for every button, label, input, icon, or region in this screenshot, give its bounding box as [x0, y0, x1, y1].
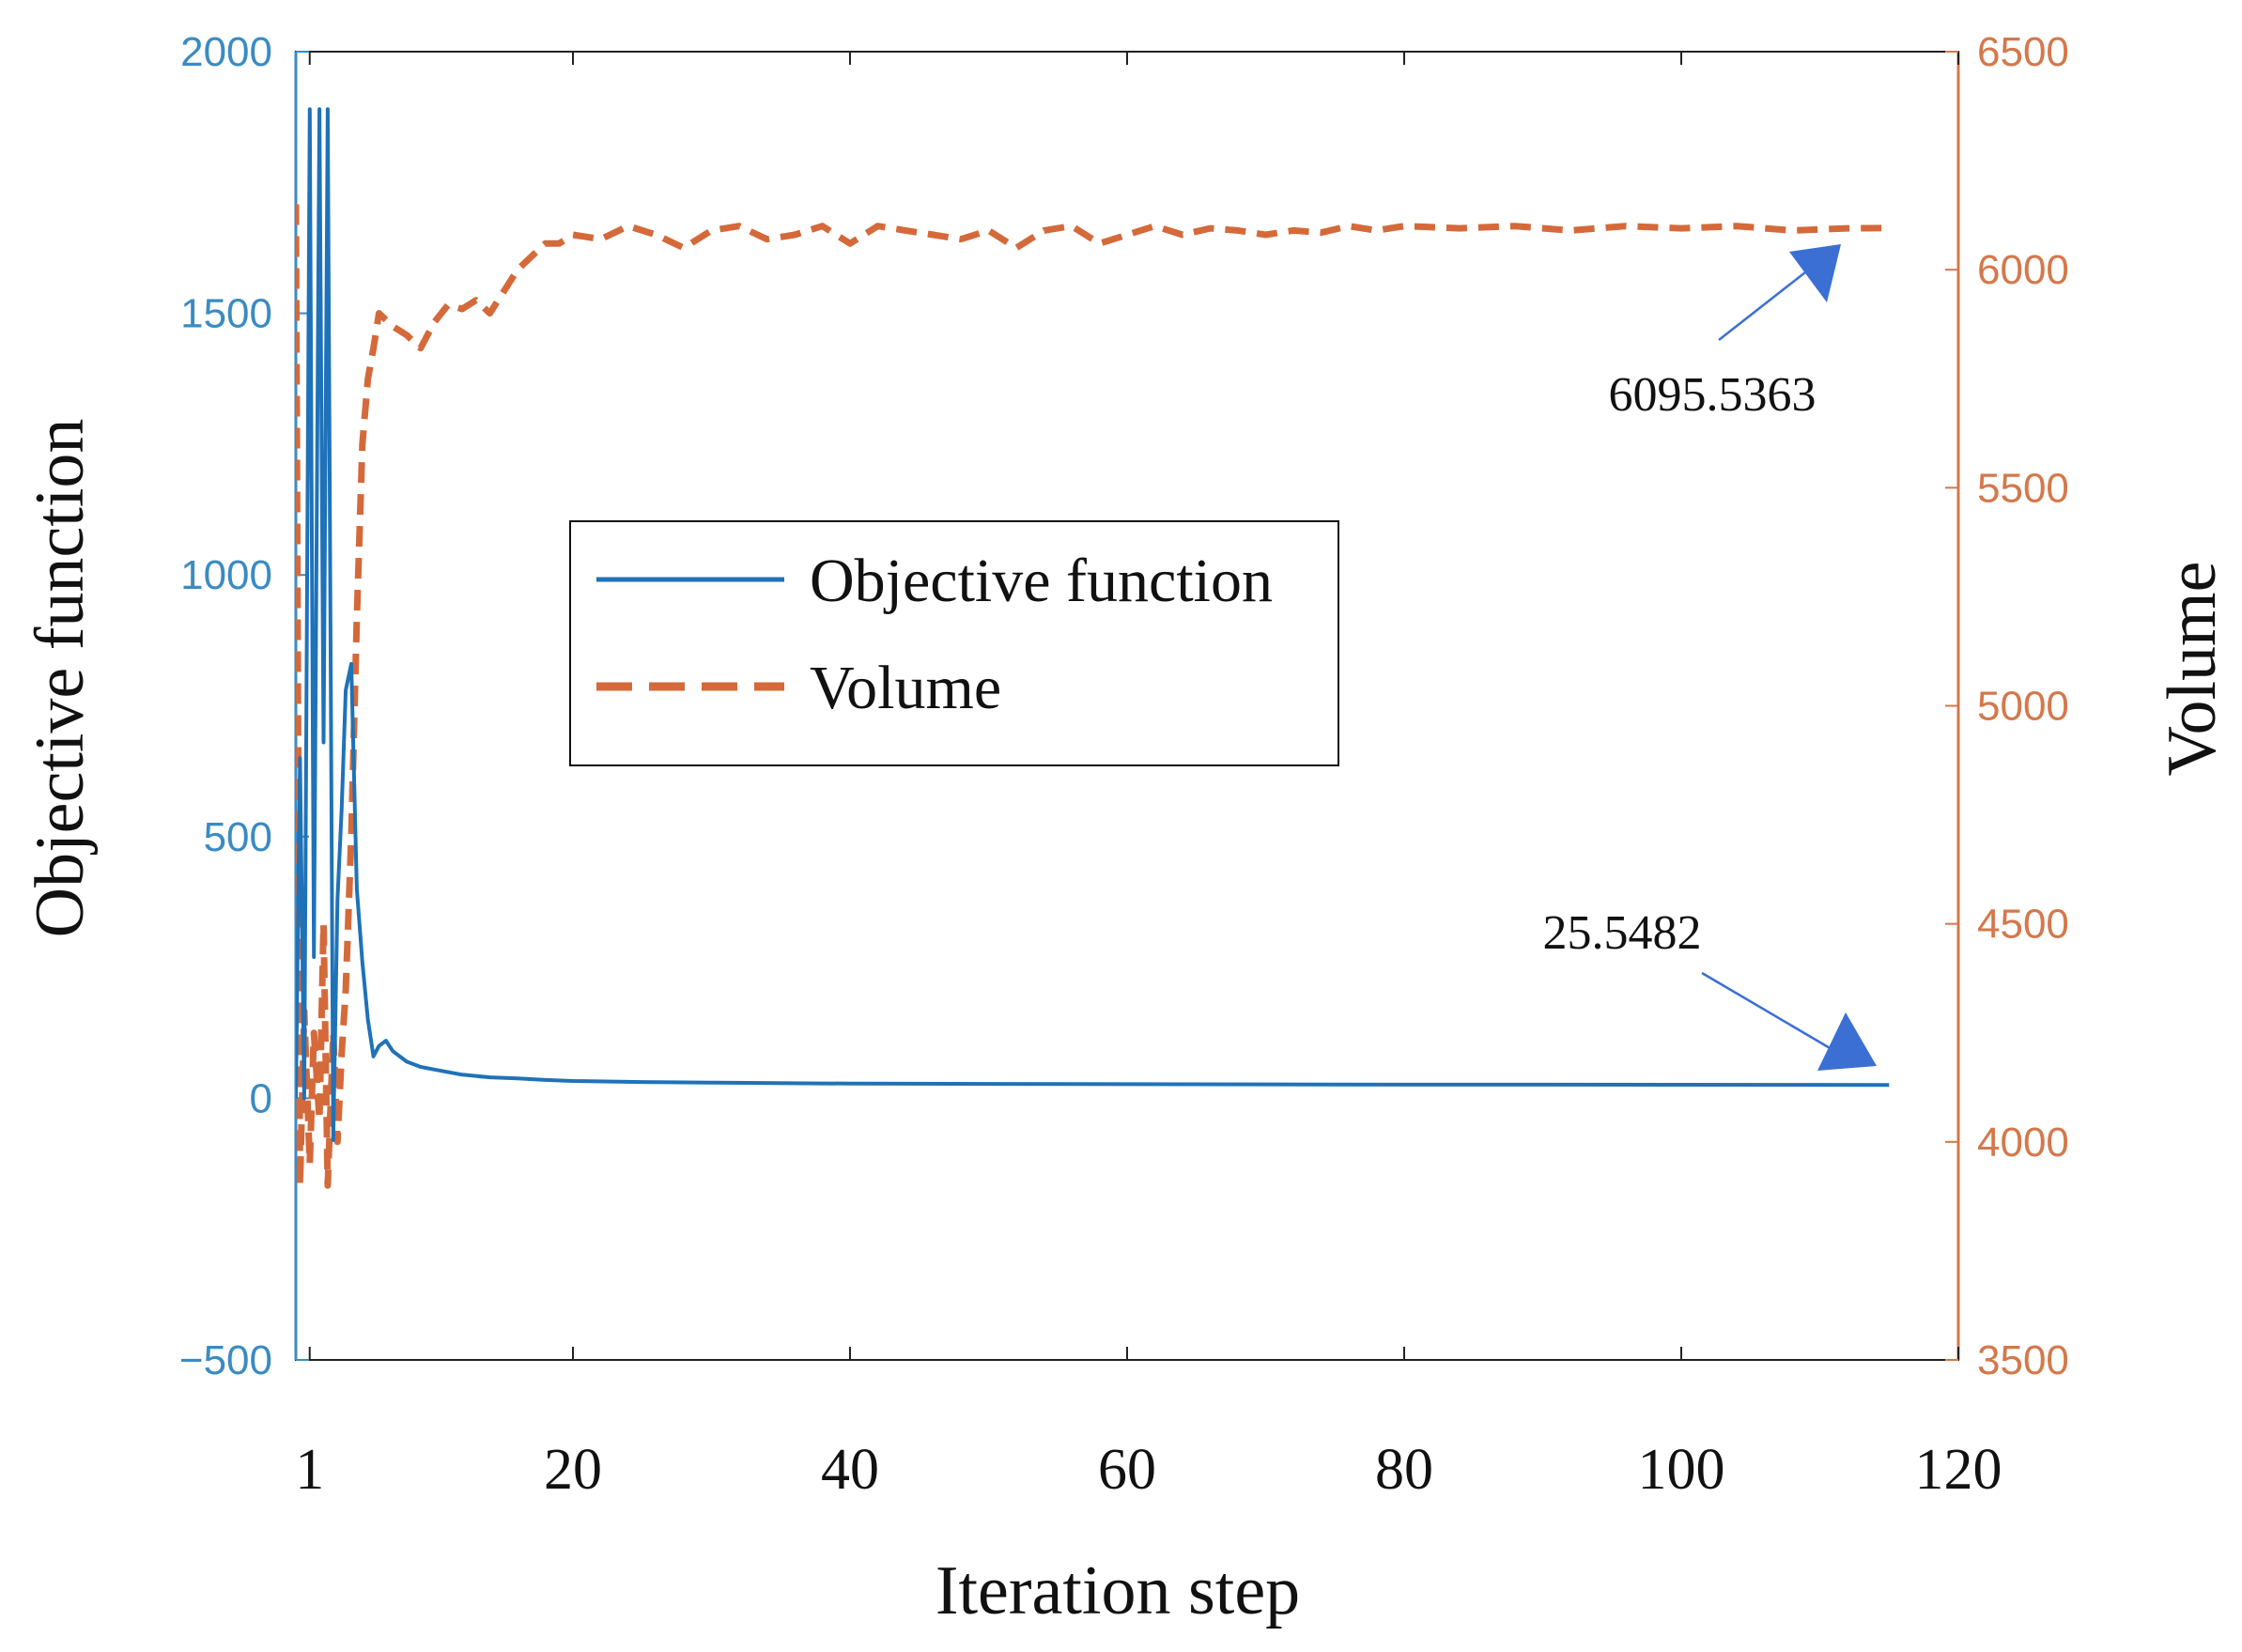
- y-axis-label-right: Volume: [2154, 562, 2231, 777]
- right-tick-label: 4500: [1977, 902, 2069, 948]
- x-axis-label: Iteration step: [935, 1552, 1300, 1629]
- left-tick-label: 1000: [180, 552, 272, 598]
- series-line-volume: [296, 204, 1890, 1189]
- x-tick-label: 60: [1098, 1438, 1156, 1502]
- left-tick-label: 0: [250, 1075, 272, 1121]
- right-tick-label: 6000: [1977, 247, 2069, 293]
- x-tick-label: 100: [1638, 1438, 1725, 1502]
- left-axis-ticks: 2000 1500 1000 500 0 −500: [179, 29, 309, 1383]
- right-tick-label: 5000: [1977, 684, 2069, 730]
- annotation-objective-arrow: [1701, 971, 1837, 1054]
- right-tick-label: 6500: [1977, 29, 2069, 75]
- left-tick-label: 2000: [180, 29, 272, 75]
- legend-box: [569, 520, 1339, 766]
- series-line-objective-function: [296, 107, 1890, 1142]
- legend: Objective function Volume: [569, 520, 1339, 766]
- x-tick-label: 20: [544, 1438, 602, 1502]
- x-tick-label: 1: [295, 1438, 324, 1502]
- left-tick-label: 500: [204, 814, 272, 860]
- legend-label-volume: Volume: [810, 654, 1001, 722]
- left-tick-label: 1500: [180, 291, 272, 337]
- annotation-objective-text: 25.5482: [1543, 906, 1702, 960]
- right-tick-label: 3500: [1977, 1337, 2069, 1383]
- legend-label-objective: Objective function: [810, 547, 1273, 615]
- y-axis-label-left: Objective function: [22, 419, 99, 938]
- x-axis-ticks: 1 20 40 60 80 100 120: [295, 52, 2002, 1502]
- x-tick-label: 40: [821, 1438, 879, 1502]
- annotation-objective: 25.5482: [1543, 906, 1877, 1071]
- annotation-volume: 6095.5363: [1609, 244, 1841, 422]
- series-layer: [296, 107, 1890, 1189]
- x-tick-label: 120: [1915, 1438, 2002, 1502]
- annotation-objective-arrowhead: [1817, 1012, 1877, 1071]
- left-tick-label: −500: [179, 1337, 272, 1383]
- annotation-volume-arrowhead: [1789, 244, 1841, 302]
- right-tick-label: 5500: [1977, 465, 2069, 511]
- annotation-volume-text: 6095.5363: [1609, 368, 1817, 422]
- right-axis-ticks: 6500 6000 5500 5000 4500 4000 3500: [1945, 29, 2069, 1383]
- right-tick-label: 4000: [1977, 1119, 2069, 1166]
- x-tick-label: 80: [1375, 1438, 1433, 1502]
